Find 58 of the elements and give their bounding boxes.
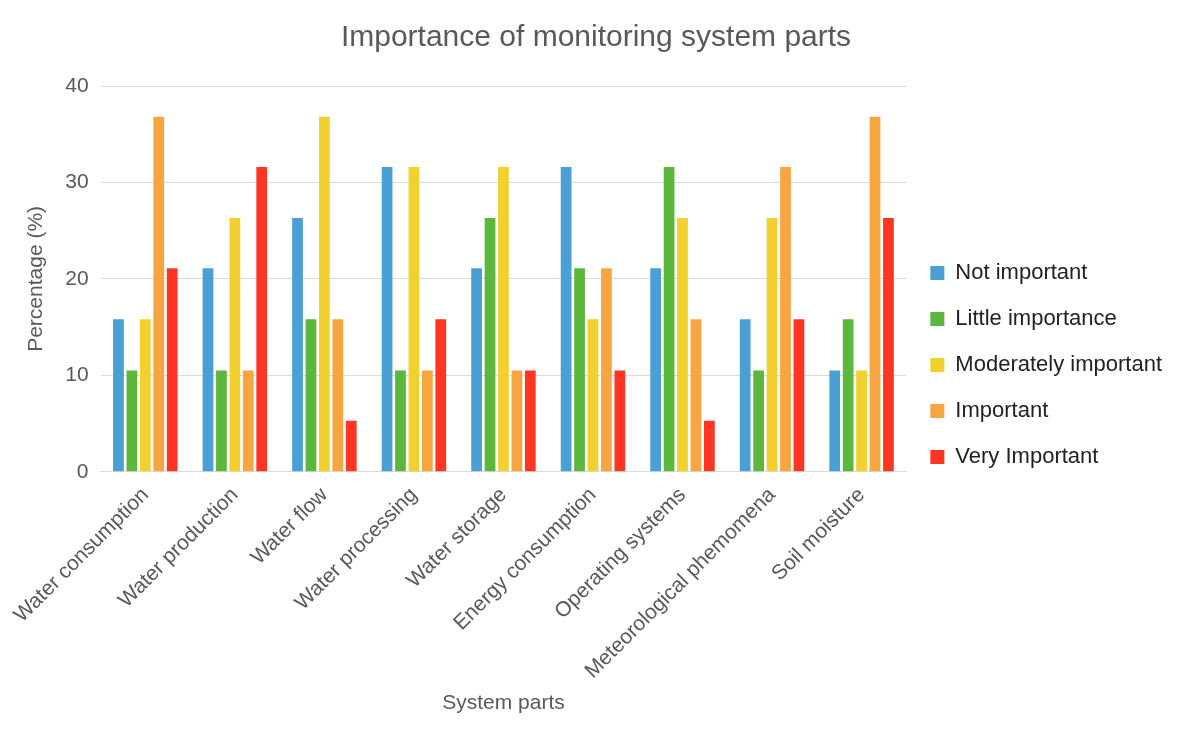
bar <box>574 268 585 472</box>
bar <box>256 167 268 472</box>
y-tick-label: 10 <box>65 362 89 386</box>
y-axis-title: Percentage (%) <box>23 205 47 352</box>
y-tick-label: 0 <box>76 458 89 482</box>
bar <box>202 268 214 472</box>
bar <box>677 218 688 472</box>
bar <box>166 268 178 472</box>
bar <box>408 167 420 472</box>
bar <box>704 420 715 472</box>
bar <box>766 218 778 472</box>
legend-label: Not important <box>955 259 1088 285</box>
bar <box>601 268 612 472</box>
legend-label: Little importance <box>955 305 1117 331</box>
bar <box>319 116 330 472</box>
y-tick-label: 20 <box>65 265 89 289</box>
y-tick-label: 40 <box>65 72 89 96</box>
bar <box>229 218 241 472</box>
bar <box>650 268 662 472</box>
bar <box>153 116 165 472</box>
bar <box>242 370 254 472</box>
bar <box>471 268 482 472</box>
bar <box>753 370 764 472</box>
bar <box>435 319 447 472</box>
bar <box>332 319 344 472</box>
bar <box>842 319 854 472</box>
bar <box>381 167 393 472</box>
bar <box>614 370 626 472</box>
bar <box>560 167 572 472</box>
bar <box>883 218 894 472</box>
bar <box>663 167 675 472</box>
legend-label: Moderately important <box>955 351 1163 377</box>
bar <box>739 319 751 472</box>
bar <box>345 420 357 472</box>
bar <box>780 167 791 472</box>
bar <box>292 218 303 472</box>
bar <box>690 319 702 472</box>
bar <box>511 370 523 472</box>
bar <box>587 319 599 472</box>
bar <box>829 370 841 472</box>
bar <box>113 319 124 472</box>
bar <box>216 370 227 472</box>
bar <box>395 370 406 472</box>
chart-title: Importance of monitoring system parts <box>340 19 852 53</box>
bar <box>139 319 151 472</box>
bar <box>793 319 805 472</box>
bar <box>498 167 509 472</box>
x-axis-title: System parts <box>442 690 565 714</box>
legend-label: Very Important <box>955 443 1099 469</box>
bar <box>869 116 881 472</box>
bar <box>524 370 536 472</box>
bar <box>421 370 433 472</box>
legend-label: Important <box>955 397 1049 423</box>
bar <box>484 218 496 472</box>
y-tick-label: 30 <box>65 169 89 193</box>
bar <box>856 370 867 472</box>
bar <box>126 370 138 472</box>
bar <box>305 319 317 472</box>
